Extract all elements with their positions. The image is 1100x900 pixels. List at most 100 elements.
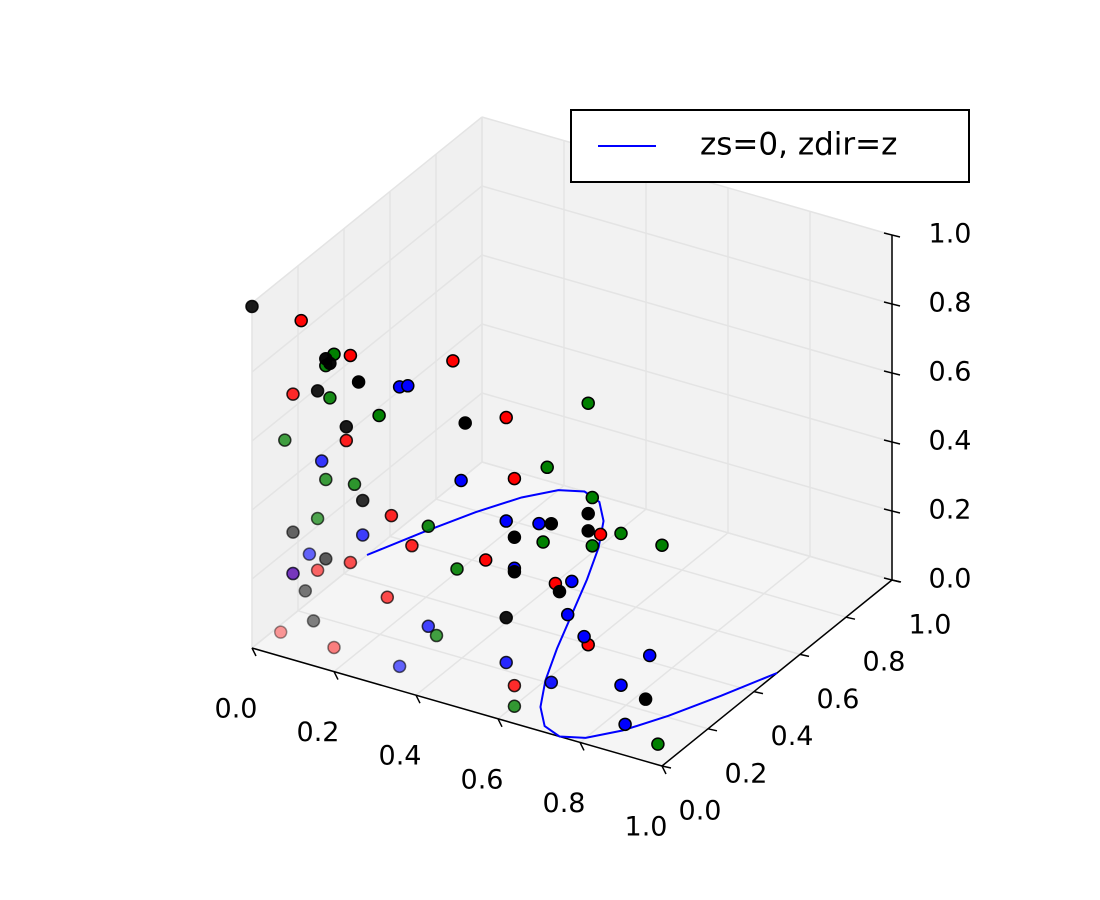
x-tick-label: 0.8 <box>543 788 586 819</box>
grid-line <box>333 485 565 673</box>
grid-line <box>481 392 893 512</box>
x-tick <box>251 647 257 657</box>
y-tick <box>753 690 764 695</box>
x-tick-label: 0.0 <box>215 694 258 725</box>
legend: zs=0, zdir=z <box>570 109 970 183</box>
point <box>585 539 600 553</box>
point <box>286 387 300 401</box>
x-tick-label: 0.4 <box>379 741 422 772</box>
grid-line <box>297 610 709 730</box>
x-tick <box>661 765 667 775</box>
point <box>380 590 395 604</box>
point <box>507 530 522 544</box>
grid-line <box>251 254 483 442</box>
point <box>310 563 325 578</box>
x-tick <box>579 742 585 751</box>
point <box>294 313 308 328</box>
x-tick-label: 0.2 <box>297 717 340 748</box>
point <box>454 473 468 488</box>
y-tick-label: 0.6 <box>817 684 860 715</box>
point <box>351 375 366 389</box>
point <box>384 508 399 523</box>
point <box>507 471 522 486</box>
point <box>421 619 436 634</box>
point <box>319 472 333 487</box>
point <box>651 737 665 751</box>
point <box>577 629 591 644</box>
point <box>544 516 559 531</box>
grid-line <box>251 185 483 373</box>
point <box>544 675 559 690</box>
point <box>273 625 288 639</box>
point <box>372 408 386 423</box>
x-tick <box>497 718 503 728</box>
point <box>343 555 358 570</box>
point <box>343 348 358 363</box>
point <box>421 519 436 533</box>
z-tick-label: 1.0 <box>929 219 972 250</box>
grid-line <box>579 555 811 743</box>
point <box>401 379 415 393</box>
grid-line <box>481 461 893 581</box>
grid-line <box>251 392 483 580</box>
grid-line <box>497 532 729 720</box>
point <box>565 574 579 589</box>
point <box>499 514 513 528</box>
x-tick-label: 1.0 <box>625 812 668 843</box>
point <box>507 699 522 714</box>
grid-line <box>481 185 893 305</box>
grid-line <box>481 323 893 443</box>
point <box>507 678 522 693</box>
z-tick <box>883 439 901 445</box>
grid-line <box>251 116 483 304</box>
point <box>302 547 317 561</box>
point <box>478 553 493 567</box>
point <box>581 524 595 538</box>
z-tick-label: 0.2 <box>929 495 972 526</box>
grid-line <box>481 254 893 374</box>
point <box>286 525 300 539</box>
point <box>499 610 513 625</box>
point <box>310 511 325 526</box>
point <box>593 527 608 542</box>
grid-line <box>389 535 801 656</box>
z-tick <box>883 508 901 514</box>
point <box>323 356 337 371</box>
point <box>347 477 362 492</box>
point <box>655 538 669 552</box>
y-tick-label: 1.0 <box>909 610 952 641</box>
point <box>323 391 337 405</box>
point <box>638 692 653 706</box>
back-pane <box>482 117 892 580</box>
z-tick-label: 0.8 <box>929 288 972 319</box>
y-tick-label: 0.8 <box>863 647 906 678</box>
y-tick <box>661 765 672 769</box>
z-tick <box>883 301 901 307</box>
point <box>581 396 595 410</box>
point <box>339 419 354 434</box>
point <box>507 564 522 579</box>
z-tick-label: 0.0 <box>929 564 972 595</box>
y-tick <box>845 616 856 620</box>
point <box>536 535 550 549</box>
point <box>286 566 300 581</box>
y-tick-label: 0.2 <box>725 758 768 789</box>
z-tick <box>883 577 901 583</box>
left-pane <box>252 117 482 648</box>
z-tick-label: 0.4 <box>929 426 972 457</box>
x-tick <box>415 694 421 704</box>
z-tick <box>883 232 901 238</box>
point <box>245 299 259 314</box>
point <box>614 678 628 692</box>
point <box>319 552 333 566</box>
x-axis <box>251 647 663 767</box>
z-tick-label: 0.6 <box>929 357 972 388</box>
y-tick-label: 0.4 <box>771 721 814 752</box>
point <box>327 640 341 655</box>
z-tick <box>883 370 901 376</box>
point <box>499 410 513 425</box>
grid-line <box>251 323 483 511</box>
point <box>499 655 513 670</box>
point <box>392 659 407 674</box>
point <box>355 528 370 542</box>
